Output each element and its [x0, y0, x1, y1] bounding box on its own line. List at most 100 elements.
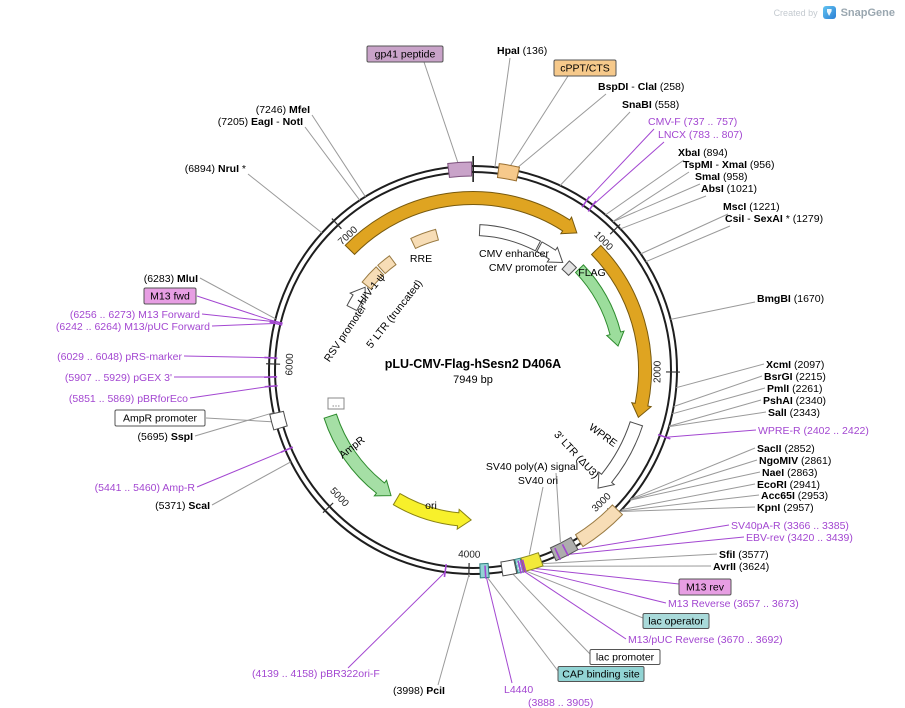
absI-label: AbsI (1021): [701, 183, 757, 195]
gp41-peptide-label: gp41 peptide: [375, 49, 436, 61]
l4440-range-label: (3888 .. 3905): [528, 697, 593, 708]
primer-tick-3665: [519, 559, 525, 573]
sv40-ori-leader-line: [528, 486, 544, 555]
xbaI-label: XbaI (894): [678, 147, 728, 159]
ltr5-truncated-box: [361, 266, 385, 290]
bmgbI-leader-line: [670, 301, 756, 320]
xcmI-label: XcmI (2097): [766, 359, 824, 371]
scale-label-6000: 6000: [284, 353, 296, 376]
pshAI-leader-line: [668, 399, 762, 427]
salI-label: SalI (2343): [768, 407, 820, 419]
features-layer: [269, 161, 653, 579]
lac-operator-label-box: [642, 613, 710, 629]
ltr3-du3-box: [574, 504, 624, 548]
pshAI-label: PshAI (2340): [763, 395, 826, 407]
primer-tick-5860: [264, 384, 278, 388]
sacII-label: SacII (2852): [757, 443, 815, 455]
m13-forward-label: (6256 .. 6273) M13 Forward: [70, 309, 200, 321]
pbrforeco-leader-line: [189, 385, 270, 399]
plasmid-size: 7949 bp: [453, 374, 493, 386]
pciI-leader-line: [437, 573, 470, 686]
sfiI-leader-line: [536, 553, 718, 565]
eagI-notI-label: (7205) EagI - NotI: [218, 116, 303, 128]
acc65I-label: Acc65I (2953): [761, 490, 828, 502]
snabI-leader-line: [559, 111, 631, 186]
primer-tick-795: [587, 200, 597, 212]
ampr-promoter-label-box: [114, 409, 206, 427]
leader-lines-layer: [173, 57, 767, 686]
lncx-label: LNCX (783 .. 807): [658, 129, 743, 141]
xbaI-leader-line: [605, 159, 685, 216]
salI-leader-line: [668, 411, 767, 428]
primer-tick-4148: [443, 564, 447, 578]
sv40-polya-feature-label: SV40 poly(A) signal: [486, 461, 578, 473]
cmv-promoter-feature-label: CMV promoter: [489, 262, 558, 274]
naeI-label: NaeI (2863): [762, 467, 817, 479]
lac-promoter-label: lac promoter: [596, 652, 655, 664]
primer-tick-6266: [269, 319, 283, 325]
m13-fwd-label-box: [143, 287, 197, 305]
m13-rev-label: M13 rev: [686, 582, 725, 594]
cppt-cts-label: cPPT/CTS: [560, 63, 610, 75]
pmlI-leader-line: [672, 387, 766, 415]
m13-puc-forward-leader-line: [211, 322, 275, 327]
naeI-leader-line: [629, 471, 761, 501]
snabI-label: SnaBI (558): [622, 99, 679, 111]
m13-puc-forward-label: (6242 .. 6264) M13/pUC Forward: [56, 321, 210, 333]
mluI-label: (6283) MluI: [144, 273, 198, 285]
ellipsis-label: …: [332, 399, 341, 409]
kpnI-label: KpnI (2957): [757, 502, 814, 514]
primer-tick-3375: [561, 544, 570, 557]
cmv-promoter-arrow: [536, 241, 564, 264]
m13-puc-reverse-leader-line: [519, 568, 627, 640]
hpaI-leader-line: [494, 57, 511, 168]
tspmI-xmaI-label: TspMI - XmaI (956): [683, 159, 774, 171]
cmv-f-leader-line: [586, 128, 655, 201]
pciI-label: (3998) PciI: [393, 685, 445, 697]
hsesn2-cds-arrow: [590, 244, 653, 419]
ampr-promoter-leader-line: [205, 417, 274, 423]
prs-marker-leader-line: [183, 355, 270, 359]
lac-promoter-leader-line: [509, 570, 591, 655]
smaI-leader-line: [612, 183, 701, 223]
smaI-label: SmaI (958): [695, 171, 748, 183]
snapgene-watermark: Created by SnapGene: [774, 6, 895, 19]
gp41-peptide-label-box: [366, 45, 444, 63]
wpre-r-label: WPRE-R (2402 .. 2422): [758, 425, 869, 437]
ampr-promoter-ring-box: [269, 410, 288, 431]
primer-tick-6255: [269, 321, 283, 326]
cmv-enhancer-box: [478, 224, 542, 252]
ebv-rev-label: EBV-rev (3420 .. 3439): [746, 532, 853, 544]
scale-tick-7000: [331, 218, 342, 230]
m13-puc-reverse-label: M13/pUC Reverse (3670 .. 3692): [628, 634, 783, 646]
rre-feature-label: RRE: [410, 253, 432, 265]
primer-tick-3429: [554, 547, 562, 561]
ecorI-leader-line: [621, 483, 756, 511]
cap-binding-site-leader-line: [484, 573, 559, 672]
scale-label-2000: 2000: [652, 360, 663, 383]
pgex-3-label: (5907 .. 5929) pGEX 3': [65, 372, 172, 384]
prs-marker-label: (6029 .. 6048) pRS-marker: [57, 351, 182, 363]
ebv-rev-leader-line: [558, 536, 745, 556]
ltr3-du3-feature-label: 3' LTR (ΔU3): [551, 429, 601, 481]
hiv1-psi-box: [377, 255, 397, 275]
lncx-leader-line: [592, 141, 665, 206]
mluI-leader-line: [199, 277, 276, 320]
mfeI-label: (7246) MfeI: [256, 104, 310, 116]
csiI-sexAI-leader-line: [645, 225, 731, 263]
mfeI-leader-line: [311, 114, 366, 197]
watermark-created-by-text: Created by: [773, 7, 818, 18]
lac-promoter-box: [500, 559, 518, 577]
sacII-leader-line: [630, 447, 756, 500]
cap-binding-site-label-box: [557, 666, 645, 682]
xcmI-leader-line: [676, 363, 765, 389]
sv40pa-r-label: SV40pA-R (3366 .. 3385): [731, 520, 849, 532]
cmv-f-label: CMV-F (737 .. 757): [648, 116, 737, 128]
scale-tick-5000: [322, 502, 334, 514]
sv40-ori-feature-label: SV40 ori: [518, 475, 558, 487]
m13-fwd-leader-line: [196, 295, 274, 322]
wpre-arrow: [597, 421, 644, 489]
sv40-ori-box: [520, 552, 544, 573]
cmv-enhancer-feature-label: CMV enhancer: [479, 248, 550, 260]
